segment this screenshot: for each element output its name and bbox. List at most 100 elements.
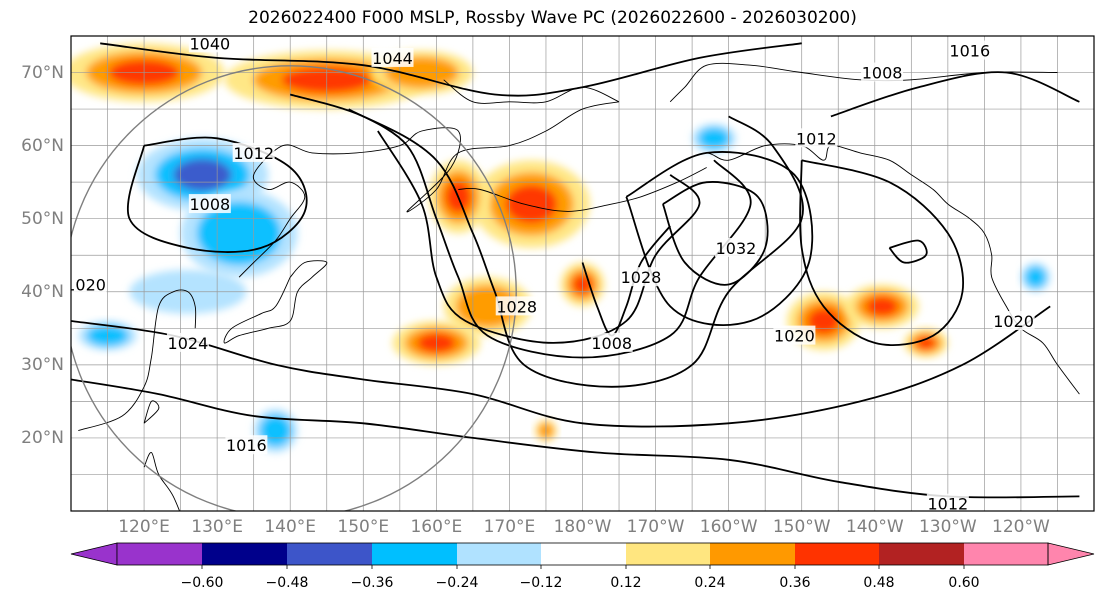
- isobar-label: 1008: [189, 195, 230, 214]
- isobar-line: [127, 136, 308, 253]
- colorbar-tick-label: 0.12: [610, 575, 642, 591]
- isobar-label: 1020: [65, 275, 106, 294]
- longitude-tick-label: 120°W: [992, 517, 1050, 537]
- colorbar-frame: [116, 542, 1049, 566]
- range-circle: [71, 65, 517, 511]
- positive-anomaly: [845, 284, 919, 329]
- isobar-label: 1028: [621, 268, 662, 287]
- colorbar-segment: [287, 543, 372, 565]
- latitude-tick-label: 50°N: [21, 208, 64, 229]
- colorbar-segment: [795, 543, 879, 565]
- coastline: [238, 101, 620, 278]
- page-title: 2026022400 F000 MSLP, Rossby Wave PC (20…: [248, 8, 857, 28]
- isobar-label: 1012: [796, 129, 837, 148]
- coastline: [458, 167, 707, 212]
- colorbar-upper-extension: [1047, 542, 1095, 566]
- isobar-label-background: [590, 332, 633, 352]
- colorbar-segment: [541, 543, 626, 565]
- colorbar-tick-label: 0.48: [863, 575, 895, 591]
- isobar-label-background: [371, 47, 414, 67]
- coastline: [443, 79, 620, 104]
- isobar-label: 1008: [591, 334, 632, 353]
- longitude-tick-label: 140°E: [264, 517, 317, 537]
- longitude-tick-label: 150°W: [772, 517, 831, 537]
- colorbar-segment: [457, 543, 541, 565]
- isobar-label-background: [225, 435, 268, 455]
- isobar-label-background: [166, 332, 209, 352]
- positive-anomaly-layer: [916, 336, 936, 350]
- longitude-tick-label: 120°E: [118, 517, 170, 537]
- isobar-label-background: [188, 194, 231, 214]
- isobar-label-background: [773, 325, 816, 345]
- positive-anomaly-layer: [505, 184, 558, 224]
- isobar-label-background: [795, 128, 838, 148]
- isobar-label-background: [495, 296, 538, 316]
- isobar-label-background: [992, 311, 1035, 330]
- map-frame: [70, 35, 1095, 512]
- colorbar-segment: [879, 543, 964, 565]
- colorbar-segment: [372, 543, 457, 565]
- isobar-line: [289, 93, 804, 388]
- isobar-label: 1016: [949, 42, 990, 61]
- longitude-tick-label: 150°E: [337, 517, 390, 537]
- longitude-tick-label: 170°E: [483, 517, 536, 537]
- longitude-tick-label: 170°W: [626, 517, 685, 537]
- isobar-label-background: [948, 40, 991, 60]
- isobar-label: 1016: [226, 436, 267, 455]
- isobar-label-background: [188, 36, 231, 53]
- positive-anomaly: [904, 328, 948, 358]
- colorbar-segment: [964, 543, 1048, 565]
- isobar-label-background: [926, 493, 969, 511]
- coastline: [143, 452, 181, 511]
- colorbar-tick-label: −0.48: [265, 575, 309, 591]
- isobar-line: [662, 181, 769, 286]
- colorbar-tick-label: −0.60: [180, 575, 224, 591]
- latitude-tick-label: 30°N: [21, 354, 64, 375]
- negative-anomaly-layer: [698, 127, 730, 149]
- negative-anomaly-layer: [1025, 266, 1047, 288]
- isobar-label-background: [861, 62, 904, 82]
- isobar-line: [71, 305, 1051, 428]
- coastline: [223, 260, 328, 344]
- coastline: [78, 289, 197, 432]
- longitude-tick-label: 160°E: [410, 517, 463, 537]
- longitude-tick-label: 140°W: [845, 517, 904, 537]
- isobar-line: [888, 239, 928, 264]
- isobar-label: 1008: [862, 64, 903, 83]
- positive-anomaly-layer: [866, 296, 899, 317]
- range-circle-layer: [71, 65, 517, 511]
- isobar-label-background: [232, 142, 275, 162]
- negative-anomaly: [1020, 262, 1051, 292]
- colorbar-tick-label: 0.24: [694, 575, 726, 591]
- positive-anomaly: [787, 291, 861, 351]
- isobar-label-background: [619, 267, 662, 287]
- coastline-layer: [78, 62, 1080, 511]
- latitude-tick-label: 70°N: [21, 62, 64, 83]
- isobar-line: [830, 71, 1080, 118]
- isobar-label: 1028: [496, 297, 537, 316]
- isobar-label: 1012: [927, 495, 968, 514]
- longitude-tick-label: 180°W: [553, 517, 612, 537]
- negative-anomaly-layer: [259, 414, 292, 447]
- longitude-tick-label: 130°W: [918, 517, 977, 537]
- isobar-label: 1032: [716, 239, 757, 258]
- isobar-line: [625, 151, 814, 326]
- latitude-tick-label: 20°N: [21, 427, 64, 448]
- isobar-label: 1024: [168, 334, 209, 353]
- isobar-label-background: [71, 274, 107, 294]
- isobar-label: 1040: [189, 34, 230, 53]
- colorbar-tick-label: −0.12: [519, 575, 563, 591]
- colorbar-lower-extension: [70, 542, 118, 566]
- longitude-tick-label: 160°W: [699, 517, 758, 537]
- isobar-line: [581, 225, 671, 337]
- colorbar-segment: [626, 543, 710, 565]
- isobar-label: 1012: [233, 144, 274, 163]
- isobar-label-layer: 1040 1044 1016 1008 1012 1012 1008 1028 1008 1028…: [65, 34, 1035, 514]
- isobar-line: [71, 378, 1080, 499]
- isobar-line: [799, 159, 964, 346]
- colorbar-tick-label: −0.24: [435, 575, 479, 591]
- coastline: [669, 62, 1058, 103]
- isobar-line: [377, 130, 701, 344]
